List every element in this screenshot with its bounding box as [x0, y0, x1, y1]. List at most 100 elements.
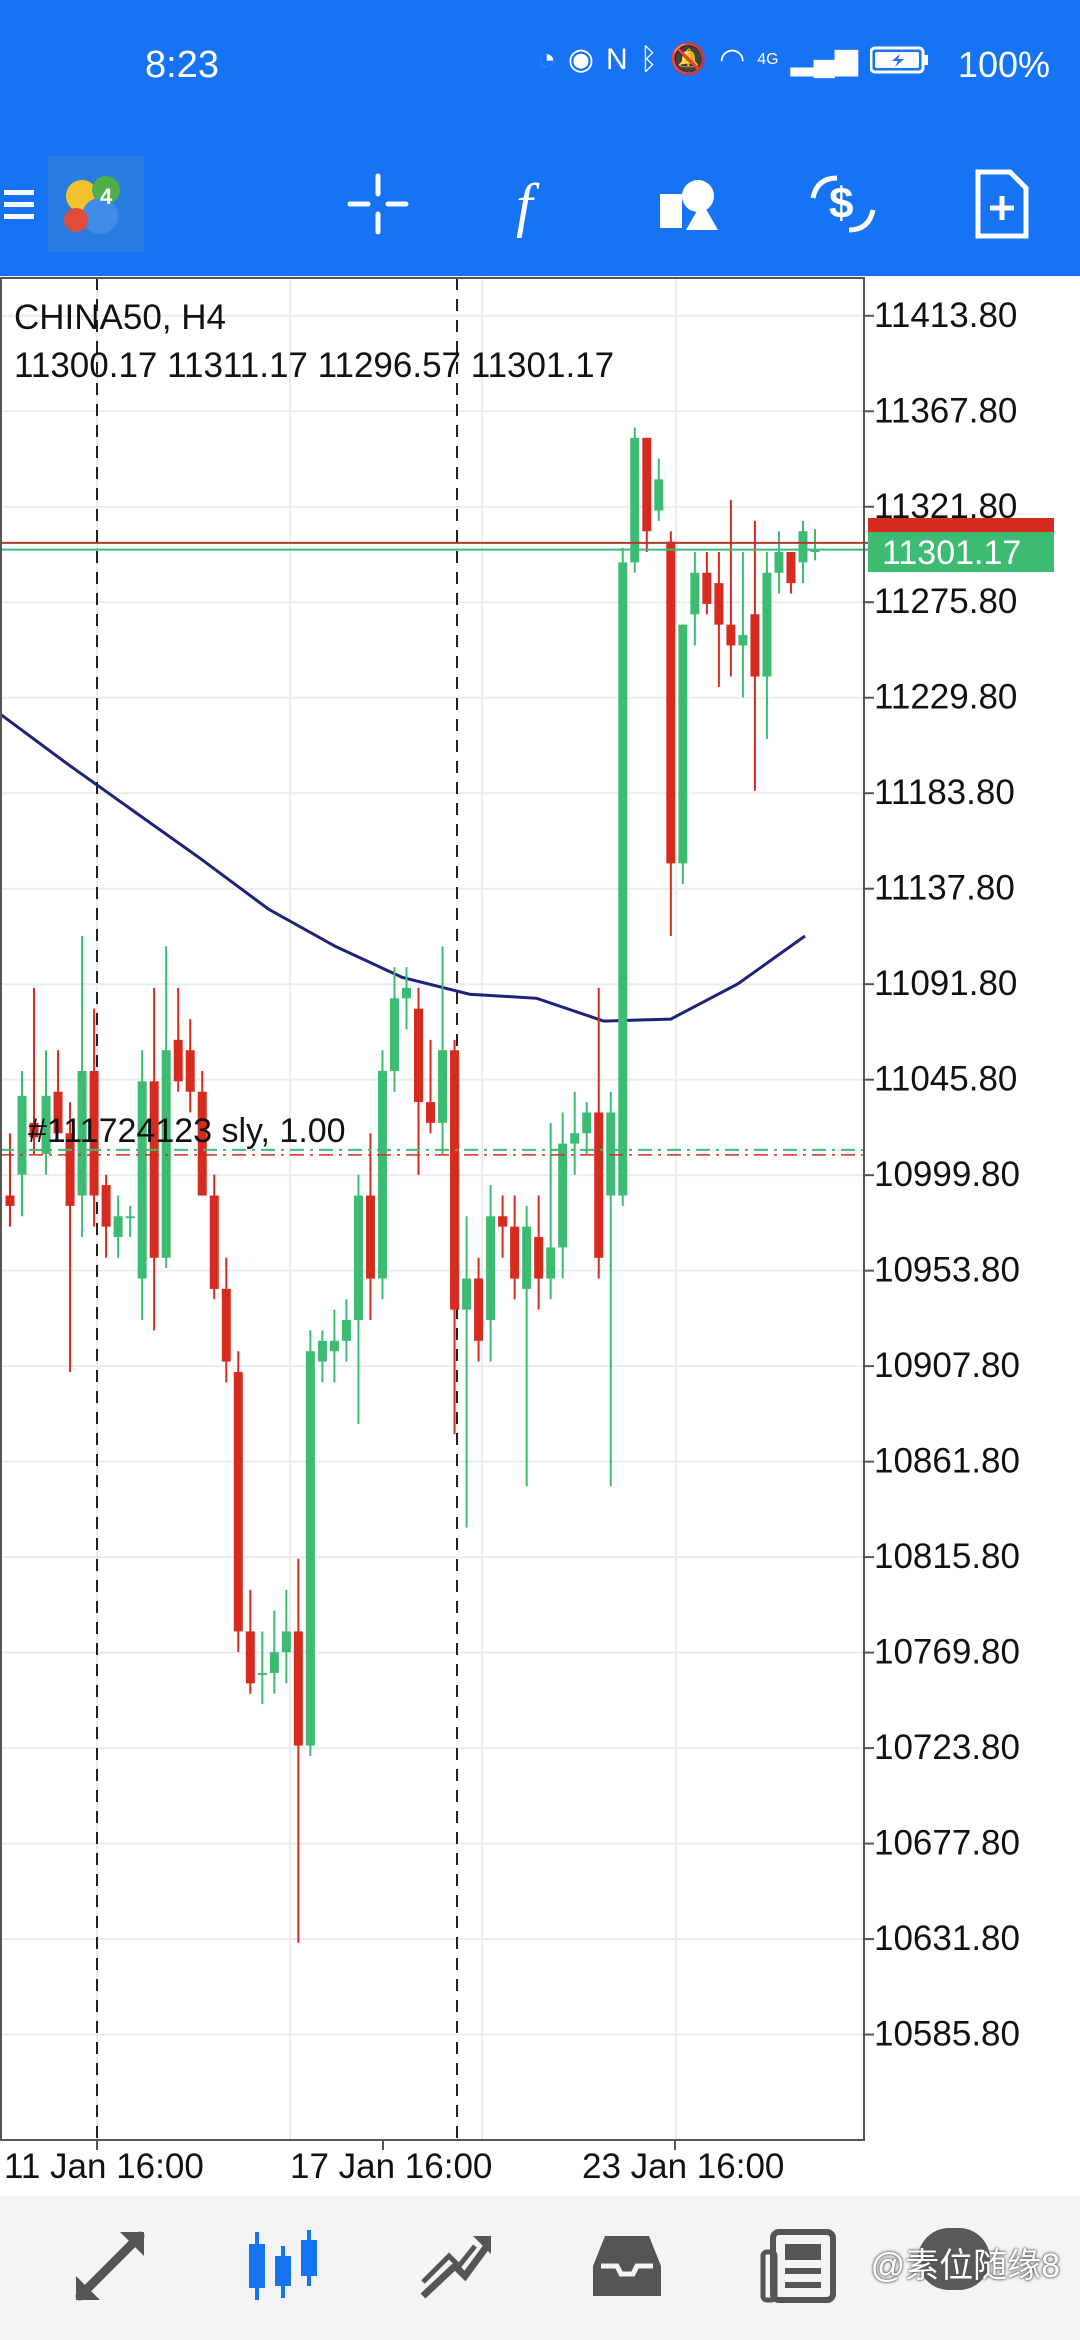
bid-price-label: 11301.17 [882, 534, 1021, 572]
price-axis-label: 11229.80 [874, 678, 1017, 717]
candle-body [462, 1278, 472, 1310]
candle-body [774, 552, 784, 573]
price-axis-label: 10999.80 [874, 1155, 1020, 1194]
status-icons: ◔ ◉ N ᛒ 🔕 ◠ 4G ▂▄▆ [538, 40, 930, 80]
candle-body [77, 1070, 87, 1196]
candle-body [594, 1112, 604, 1258]
signal-icon: ▂▄▆ [790, 43, 858, 76]
indicators-button[interactable]: f [486, 132, 582, 276]
candle-body [281, 1631, 291, 1653]
candle-body [762, 572, 772, 677]
candle-body [401, 987, 411, 999]
candle-body [173, 1039, 183, 1082]
candle-body [293, 1631, 303, 1746]
price-axis-label: 11045.80 [874, 1060, 1017, 1099]
nav-chart[interactable] [228, 2216, 338, 2316]
messages-icon[interactable] [918, 2228, 990, 2290]
candle-body [654, 479, 664, 511]
menu-button[interactable] [0, 132, 40, 276]
candle-body [630, 437, 640, 563]
price-axis-label: 11091.80 [874, 964, 1017, 1003]
candle-body [438, 1050, 448, 1123]
candle-body [305, 1351, 315, 1746]
crosshair-button[interactable] [330, 132, 426, 276]
candle-body [209, 1195, 219, 1289]
candle-body [426, 1102, 436, 1123]
candle-body [101, 1185, 111, 1227]
nfc-icon: N [606, 43, 628, 76]
price-axis-label: 10907.80 [874, 1346, 1020, 1385]
wifi-icon: ◠ [719, 43, 746, 76]
trade-button[interactable]: $ [795, 132, 891, 276]
chart-icon [249, 2230, 317, 2300]
price-axis-label: 11413.80 [874, 296, 1017, 335]
candle-body [53, 1091, 63, 1134]
candle-body [113, 1216, 123, 1238]
candle-body [582, 1112, 592, 1134]
candle-body [750, 614, 760, 677]
price-axis-label: 10953.80 [874, 1251, 1020, 1290]
price-axis-label: 10861.80 [874, 1442, 1020, 1481]
time-axis-label: 17 Jan 16:00 [290, 2147, 492, 2186]
bid-price-tag [868, 532, 1054, 572]
candle-body [510, 1226, 520, 1279]
new-order-button[interactable] [954, 132, 1050, 276]
candle-body [474, 1278, 484, 1341]
candle-body [810, 549, 820, 553]
candle-body [17, 1095, 27, 1175]
price-axis-label: 11275.80 [874, 582, 1017, 621]
nav-quotes[interactable] [55, 2216, 165, 2316]
menu-icon [4, 190, 34, 219]
candle-body [41, 1095, 51, 1154]
candle-body [450, 1050, 460, 1310]
eye-icon: ◉ [567, 43, 595, 76]
candle-body [726, 624, 736, 646]
price-axis-label: 10723.80 [874, 1728, 1020, 1767]
price-axis-label: 10677.80 [874, 1824, 1020, 1863]
time-axis-label: 11 Jan 16:00 [4, 2147, 204, 2186]
nav-news[interactable] [744, 2216, 854, 2316]
candle-body [353, 1195, 363, 1321]
objects-button[interactable] [640, 132, 736, 276]
candle-body [317, 1340, 327, 1362]
price-axis-label: 10585.80 [874, 2015, 1020, 2054]
moving-average-line [0, 712, 806, 1023]
news-icon [760, 2229, 836, 2303]
price-chart[interactable]: 11413.80 11367.80 11321.80 11275.80 11229.80… [0, 276, 1080, 2196]
app-logo-button[interactable]: 4 [48, 132, 144, 276]
nav-history[interactable] [572, 2216, 682, 2316]
nav-trade[interactable] [400, 2216, 510, 2316]
candle-body [329, 1340, 339, 1352]
network-type: 4G [757, 51, 779, 68]
candle-body [786, 552, 796, 584]
objects-icon [660, 180, 718, 230]
svg-text:4: 4 [100, 184, 113, 209]
chart-symbol-label: CHINA50, H4 [14, 298, 226, 337]
candle-body [257, 1672, 267, 1675]
candle-body [522, 1226, 532, 1289]
chart-canvas[interactable]: 11413.8011367.8011321.8011275.8011229.80… [0, 276, 1080, 2196]
candle-body [389, 998, 399, 1071]
crosshair-icon [347, 173, 409, 235]
candle-body [546, 1247, 556, 1279]
candle-body [5, 1195, 15, 1206]
candle-body [29, 1122, 39, 1138]
bottom-navigation [0, 2196, 1080, 2340]
candle-body [89, 1070, 99, 1196]
watermark: @素位随缘8 [870, 2247, 1060, 2285]
trade-icon: $ [810, 175, 876, 233]
candle-body [233, 1371, 243, 1632]
price-axis-label: 10769.80 [874, 1633, 1020, 1672]
candle-body [341, 1320, 351, 1341]
new-order-icon [975, 169, 1029, 239]
candle-body [714, 583, 724, 625]
price-axis-label: 10631.80 [874, 1919, 1020, 1958]
toolbar: 4 f $ [0, 132, 1080, 276]
price-axis-label: 11137.80 [874, 869, 1015, 908]
status-time: 8:23 [145, 44, 219, 86]
candle-body [161, 1050, 171, 1258]
candle-body [137, 1081, 147, 1279]
candle-body [642, 437, 652, 532]
battery-icon [870, 46, 928, 74]
candle-body [365, 1195, 375, 1279]
